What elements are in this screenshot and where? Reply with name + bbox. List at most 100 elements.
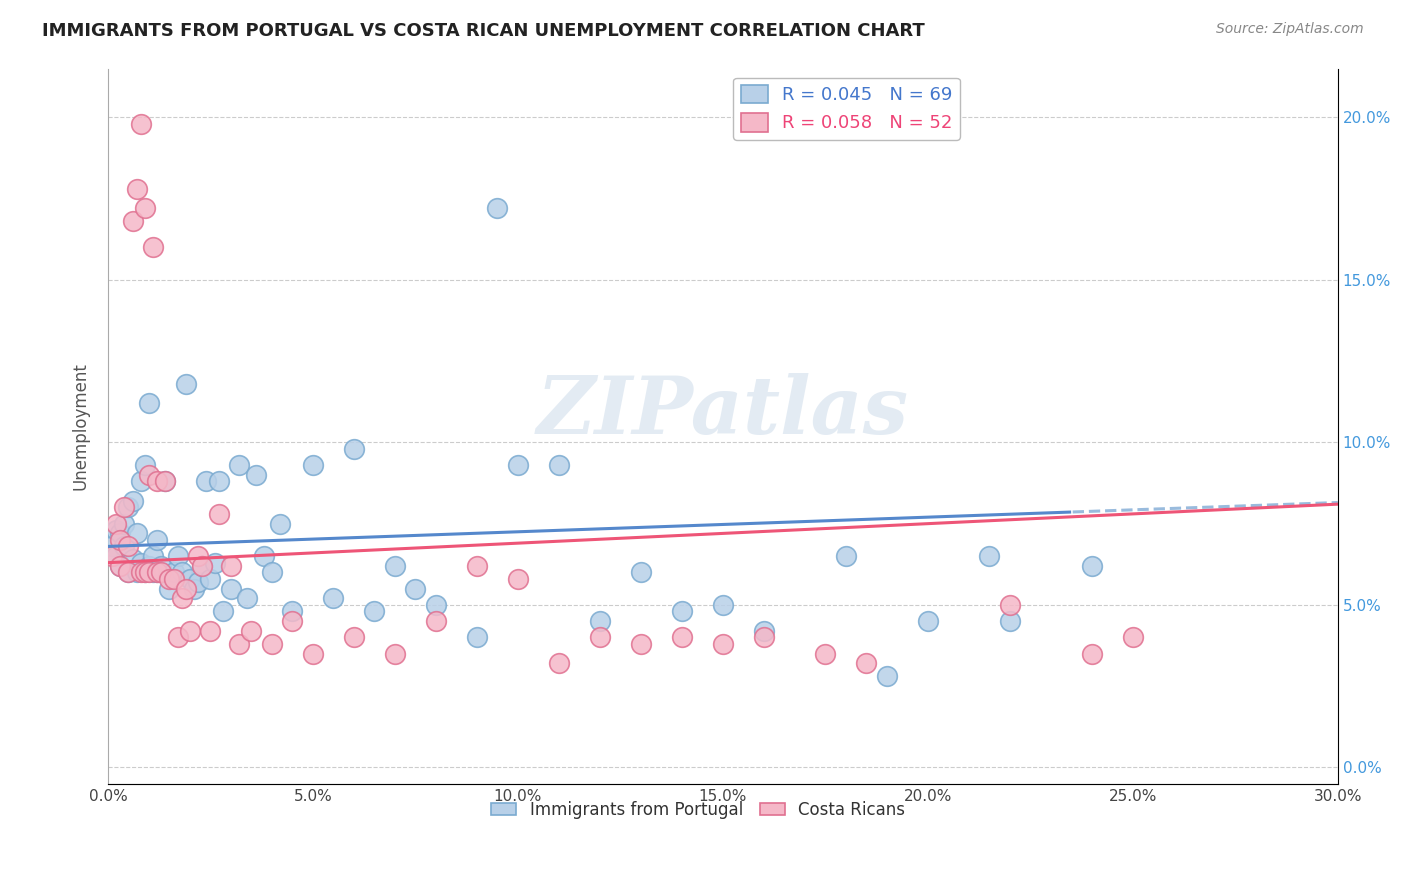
Point bbox=[179, 572, 201, 586]
Point bbox=[1081, 647, 1104, 661]
Point bbox=[281, 604, 304, 618]
Point bbox=[253, 549, 276, 564]
Point bbox=[671, 604, 693, 618]
Point bbox=[269, 516, 291, 531]
Point bbox=[129, 117, 152, 131]
Point bbox=[998, 614, 1021, 628]
Point bbox=[155, 475, 177, 489]
Point bbox=[465, 558, 488, 573]
Point bbox=[302, 458, 325, 472]
Point bbox=[110, 558, 132, 573]
Point bbox=[138, 467, 160, 482]
Point bbox=[228, 458, 250, 472]
Point bbox=[159, 582, 181, 596]
Point bbox=[105, 516, 128, 531]
Point bbox=[384, 647, 406, 661]
Point bbox=[200, 624, 222, 638]
Point bbox=[150, 558, 173, 573]
Point bbox=[187, 549, 209, 564]
Point bbox=[240, 624, 263, 638]
Point bbox=[117, 500, 139, 515]
Point bbox=[363, 604, 385, 618]
Point bbox=[200, 572, 222, 586]
Point bbox=[998, 598, 1021, 612]
Point bbox=[917, 614, 939, 628]
Point bbox=[138, 558, 160, 573]
Point bbox=[548, 458, 571, 472]
Point bbox=[322, 591, 344, 606]
Point bbox=[129, 566, 152, 580]
Point bbox=[752, 631, 775, 645]
Point bbox=[671, 631, 693, 645]
Point bbox=[146, 566, 169, 580]
Point bbox=[384, 558, 406, 573]
Point bbox=[425, 614, 447, 628]
Point bbox=[630, 566, 652, 580]
Point bbox=[166, 631, 188, 645]
Point bbox=[245, 467, 267, 482]
Point bbox=[101, 540, 124, 554]
Point bbox=[236, 591, 259, 606]
Point bbox=[302, 647, 325, 661]
Point bbox=[752, 624, 775, 638]
Point bbox=[134, 458, 156, 472]
Point bbox=[174, 376, 197, 391]
Point bbox=[121, 214, 143, 228]
Point bbox=[112, 540, 135, 554]
Point bbox=[166, 549, 188, 564]
Point bbox=[465, 631, 488, 645]
Point bbox=[125, 182, 148, 196]
Point bbox=[142, 240, 165, 254]
Point bbox=[486, 202, 509, 216]
Point bbox=[125, 526, 148, 541]
Point bbox=[162, 566, 184, 580]
Point bbox=[191, 558, 214, 573]
Point bbox=[174, 582, 197, 596]
Point bbox=[343, 442, 366, 456]
Point bbox=[979, 549, 1001, 564]
Point bbox=[219, 558, 242, 573]
Point bbox=[404, 582, 426, 596]
Point bbox=[589, 631, 612, 645]
Point bbox=[129, 556, 152, 570]
Point bbox=[876, 669, 898, 683]
Point bbox=[117, 540, 139, 554]
Point bbox=[146, 566, 169, 580]
Point bbox=[105, 549, 128, 564]
Point bbox=[548, 657, 571, 671]
Point bbox=[204, 556, 226, 570]
Point bbox=[110, 558, 132, 573]
Point bbox=[134, 566, 156, 580]
Point bbox=[187, 575, 209, 590]
Text: IMMIGRANTS FROM PORTUGAL VS COSTA RICAN UNEMPLOYMENT CORRELATION CHART: IMMIGRANTS FROM PORTUGAL VS COSTA RICAN … bbox=[42, 22, 925, 40]
Text: Source: ZipAtlas.com: Source: ZipAtlas.com bbox=[1216, 22, 1364, 37]
Point bbox=[162, 572, 184, 586]
Point bbox=[110, 533, 132, 547]
Point bbox=[835, 549, 858, 564]
Point bbox=[134, 202, 156, 216]
Point bbox=[129, 475, 152, 489]
Point bbox=[228, 637, 250, 651]
Point bbox=[142, 549, 165, 564]
Point bbox=[1122, 631, 1144, 645]
Point bbox=[281, 614, 304, 628]
Point bbox=[425, 598, 447, 612]
Point bbox=[589, 614, 612, 628]
Text: ZIPatlas: ZIPatlas bbox=[537, 373, 908, 450]
Point bbox=[112, 516, 135, 531]
Point bbox=[343, 631, 366, 645]
Point bbox=[855, 657, 877, 671]
Point bbox=[506, 458, 529, 472]
Point bbox=[1081, 558, 1104, 573]
Point bbox=[170, 591, 193, 606]
Point bbox=[211, 604, 233, 618]
Point bbox=[150, 566, 173, 580]
Point bbox=[121, 552, 143, 566]
Point bbox=[159, 572, 181, 586]
Y-axis label: Unemployment: Unemployment bbox=[72, 362, 89, 490]
Point bbox=[142, 566, 165, 580]
Point bbox=[155, 475, 177, 489]
Point bbox=[260, 566, 283, 580]
Point bbox=[110, 526, 132, 541]
Point bbox=[219, 582, 242, 596]
